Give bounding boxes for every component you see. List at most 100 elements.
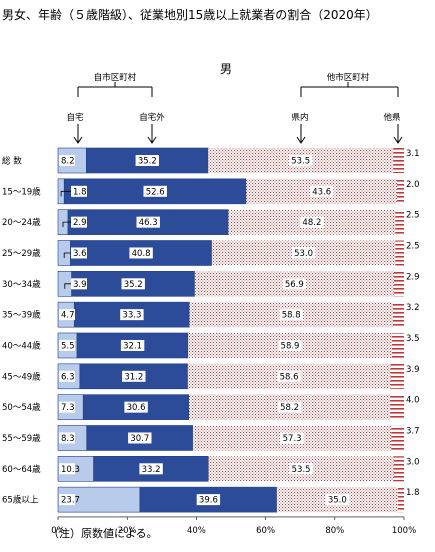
series-header-outside: 自宅外	[139, 112, 165, 144]
series-header-other-city: 県内	[291, 112, 309, 144]
data-label-other-city: 58.6	[280, 372, 299, 382]
data-label-outside: 40.8	[132, 249, 151, 259]
data-label-other-pref: 2.5	[406, 211, 420, 221]
data-label-outside: 35.2	[124, 280, 143, 290]
label-box-other-city	[278, 339, 302, 351]
x-tick-label: 60%	[256, 526, 275, 536]
label-box-home	[71, 216, 87, 228]
data-label-outside: 33.2	[142, 465, 161, 475]
label-box-home	[59, 339, 75, 351]
data-label-other-pref: 3.9	[406, 365, 420, 375]
data-label-other-city: 35.0	[328, 496, 347, 506]
label-box-outside	[120, 309, 144, 321]
category-label: 50～54歳	[2, 402, 41, 413]
group-label-other-city: 他市区町村	[327, 72, 370, 83]
bar-segment-other-pref	[395, 209, 404, 235]
data-label-outside: 35.2	[138, 157, 157, 167]
category-label: 60～64歳	[2, 464, 41, 475]
label-box-outside	[136, 216, 160, 228]
label-box-outside	[139, 463, 163, 475]
group-label-own-city: 自市区町村	[94, 72, 137, 83]
series-name-outside: 自宅外	[139, 112, 165, 123]
leader-line	[63, 252, 71, 258]
data-label-other-pref: 2.5	[406, 241, 420, 251]
label-box-outside	[143, 185, 167, 197]
label-box-other-city	[291, 247, 316, 259]
series-name-other-city: 県内	[291, 112, 308, 123]
bar-segment-other-pref	[392, 302, 404, 328]
label-box-outside	[120, 339, 145, 351]
data-label-other-city: 58.8	[282, 311, 301, 321]
label-box-home	[59, 309, 75, 321]
data-label-home: 3.9	[73, 280, 87, 290]
series-name-other-pref: 他県	[383, 112, 401, 123]
label-box-home	[59, 463, 75, 475]
bar-segment-other-pref	[397, 178, 404, 204]
category-label: 20～24歳	[2, 217, 41, 228]
label-box-home	[59, 370, 75, 382]
category-labels: 総 数 15～19歳 20～24歳 25～29歳 30～34歳 35～39歳 40～44歳 4…	[2, 156, 41, 506]
label-box-home	[59, 401, 75, 413]
data-label-outside: 39.6	[199, 496, 218, 506]
label-box-other-city	[277, 370, 301, 382]
bar-segment-other-pref	[397, 487, 404, 513]
data-label-other-city: 56.9	[285, 280, 304, 290]
data-label-home: 8.2	[61, 157, 75, 167]
bar-segment-other-pref	[390, 394, 404, 420]
data-label-home: 7.3	[61, 403, 75, 413]
bar-segment-other-pref	[395, 240, 404, 266]
label-box-other-city	[289, 463, 313, 475]
category-label: 55～59歳	[2, 433, 41, 444]
data-label-home: 10.3	[61, 465, 80, 475]
data-label-other-city: 53.0	[294, 249, 313, 259]
bar-segment-other-pref	[391, 425, 404, 451]
leader-line	[60, 190, 71, 197]
data-label-outside: 46.3	[139, 218, 158, 228]
label-box-home	[71, 247, 87, 259]
series-header-other-pref: 他県	[383, 112, 403, 144]
x-axis: 0% 20% 40% 60% 80% 100%	[51, 516, 416, 536]
bar-segment-other-pref	[390, 363, 404, 389]
series-name-home: 自宅	[66, 112, 83, 123]
data-label-outside: 30.7	[130, 434, 149, 444]
data-label-other-city: 57.3	[283, 434, 302, 444]
data-label-home: 3.6	[73, 249, 87, 259]
label-box-other-city	[300, 216, 324, 228]
label-box-home	[71, 278, 87, 290]
label-box-outside	[121, 278, 145, 290]
bars-layer: 8.2 35.2 53.5 3.1 1.8 52.6 43.6 2.0 2.9 46.3 48.2 2…	[57, 147, 420, 513]
x-tick-label: 20%	[118, 526, 137, 536]
label-box-outside	[196, 494, 221, 506]
data-label-other-pref: 4.0	[406, 396, 420, 406]
data-label-home: 8.3	[61, 434, 75, 444]
label-box-other-city	[289, 155, 313, 166]
data-label-outside: 33.3	[122, 311, 141, 321]
label-box-outside	[129, 247, 153, 259]
label-box-home	[59, 155, 75, 166]
bar-segment-other-pref	[393, 271, 404, 297]
leader-line	[62, 221, 71, 228]
data-label-home: 4.7	[61, 311, 75, 321]
x-tick-label: 0%	[51, 526, 65, 536]
group-bracket-other-city: 他市区町村	[300, 72, 399, 97]
data-label-outside: 30.6	[127, 403, 146, 413]
data-label-other-pref: 3.5	[406, 334, 420, 344]
data-label-other-city: 48.2	[302, 218, 321, 228]
data-label-home: 23.7	[61, 496, 80, 506]
data-label-home: 2.9	[73, 218, 87, 228]
data-label-other-pref: 3.2	[406, 303, 420, 313]
x-tick-label: 80%	[325, 526, 344, 536]
label-box-other-city	[277, 401, 302, 413]
label-box-outside	[124, 401, 148, 413]
footnote: （注）原数値による。	[48, 526, 158, 540]
data-label-outside: 52.6	[146, 187, 165, 197]
data-label-outside: 31.2	[124, 372, 143, 382]
bar-segment-other-pref	[393, 456, 404, 482]
data-label-other-pref: 3.0	[406, 457, 420, 467]
data-label-other-city: 43.6	[312, 187, 331, 197]
x-tick-label: 100%	[392, 526, 416, 536]
bar-segment-outside	[82, 394, 190, 420]
label-box-other-city	[279, 309, 303, 321]
data-label-other-city: 58.2	[280, 403, 299, 413]
